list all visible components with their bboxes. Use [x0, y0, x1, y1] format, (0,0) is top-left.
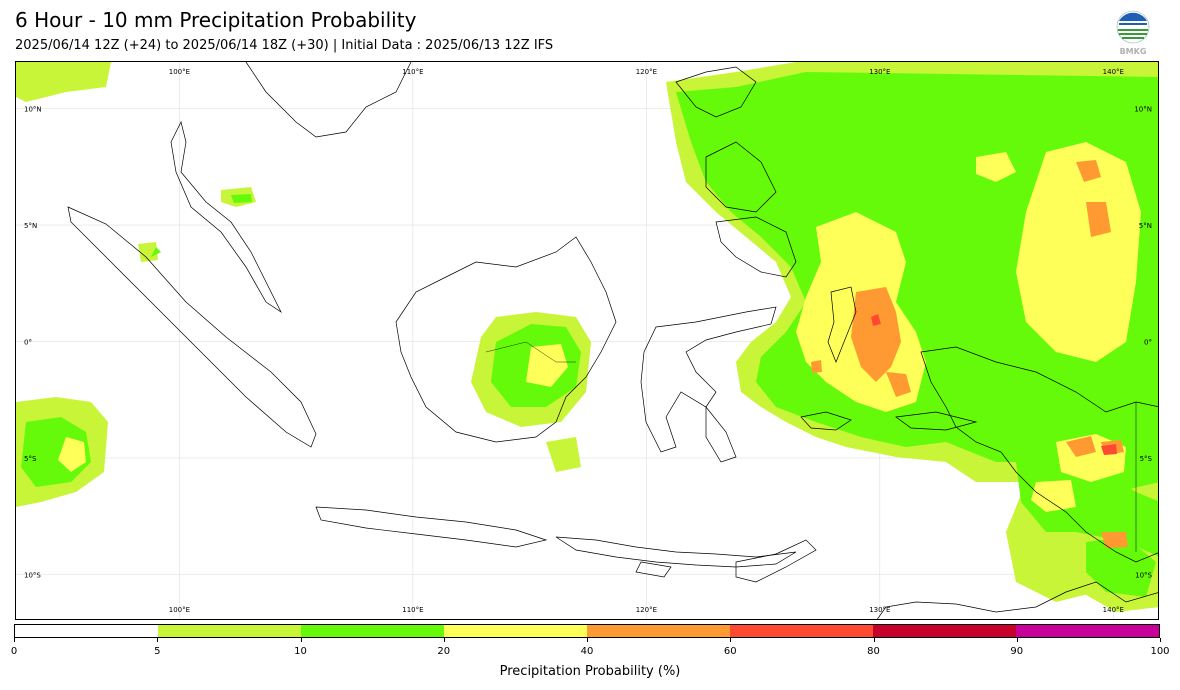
colorbar-tick	[14, 638, 15, 642]
colorbar-tick	[730, 638, 732, 642]
colorbar-tick-label: 40	[580, 646, 594, 657]
lat-label-right: 5°N	[1139, 222, 1152, 230]
colorbar-segment	[730, 625, 873, 637]
map-canvas: 100°E 100°E 110°E 110°E 120°E 120°E 130°E 130°E…	[16, 62, 1158, 619]
colorbar-tick-label: 100	[1150, 646, 1170, 657]
colorbar-label: Precipitation Probability (%)	[499, 664, 681, 679]
colorbar-segment	[587, 625, 730, 637]
lon-label-top: 140°E	[1103, 68, 1124, 76]
colorbar-segment	[1016, 625, 1159, 637]
colorbar-segment	[15, 625, 158, 637]
colorbar-tick-label: 5	[154, 646, 161, 657]
colorbar-ticks: 0 5 10 20 40 60 80 90 100	[10, 638, 1170, 660]
lon-label-top: 100°E	[169, 68, 190, 76]
colorbar-segment	[873, 625, 1016, 637]
colorbar-tick-label: 80	[867, 646, 880, 657]
colorbar-segment	[158, 625, 301, 637]
colorbar-tick-label: 20	[437, 646, 451, 657]
precipitation-map: 100°E 100°E 110°E 110°E 120°E 120°E 130°E 130°E…	[15, 61, 1159, 620]
precip-layer-10	[21, 72, 1158, 597]
colorbar-segment	[444, 625, 587, 637]
lat-label-right: 10°N	[1134, 106, 1152, 114]
lat-label-left: 5°S	[24, 455, 37, 463]
colorbar-tick-label: 10	[294, 646, 307, 657]
map-subtitle: 2025/06/14 12Z (+24) to 2025/06/14 18Z (…	[15, 38, 554, 53]
map-title: 6 Hour - 10 mm Precipitation Probability	[15, 8, 417, 32]
colorbar-tick-label: 60	[723, 646, 737, 657]
lon-label-top: 120°E	[636, 68, 657, 76]
lon-label-top: 110°E	[402, 68, 423, 76]
lon-label-bottom: 100°E	[169, 606, 190, 614]
colorbar-tick	[1016, 638, 1018, 642]
colorbar-tick	[1160, 638, 1161, 642]
lat-label-right: 5°S	[1140, 455, 1153, 463]
lon-label-bottom: 120°E	[636, 606, 657, 614]
colorbar-tick	[443, 638, 445, 642]
colorbar-tick	[300, 638, 302, 642]
precip-layer-40	[811, 160, 1128, 548]
lat-label-left: 0°	[24, 339, 32, 347]
colorbar-tick-label: 0	[10, 646, 18, 657]
lon-label-bottom: 130°E	[869, 606, 890, 614]
lat-label-left: 5°N	[24, 222, 37, 230]
colorbar-segment	[301, 625, 444, 637]
logo-text: BMKG	[1120, 47, 1147, 56]
lat-label-right: 10°S	[1135, 571, 1152, 579]
colorbar-tick-label: 90	[1010, 646, 1024, 657]
colorbar-tick	[587, 638, 588, 642]
colorbar	[14, 624, 1160, 638]
lat-label-left: 10°S	[24, 571, 41, 579]
colorbar-tick	[873, 638, 875, 642]
precip-layer-60	[871, 314, 1117, 455]
lon-label-top: 130°E	[869, 68, 890, 76]
lon-label-bottom: 140°E	[1103, 606, 1124, 614]
colorbar-tick	[157, 638, 159, 642]
coastlines	[67, 62, 1158, 619]
lat-label-left: 10°N	[24, 106, 42, 114]
lat-label-right: 0°	[1144, 339, 1152, 347]
lon-label-bottom: 110°E	[402, 606, 423, 614]
bmkg-logo: BMKG	[1114, 10, 1152, 56]
